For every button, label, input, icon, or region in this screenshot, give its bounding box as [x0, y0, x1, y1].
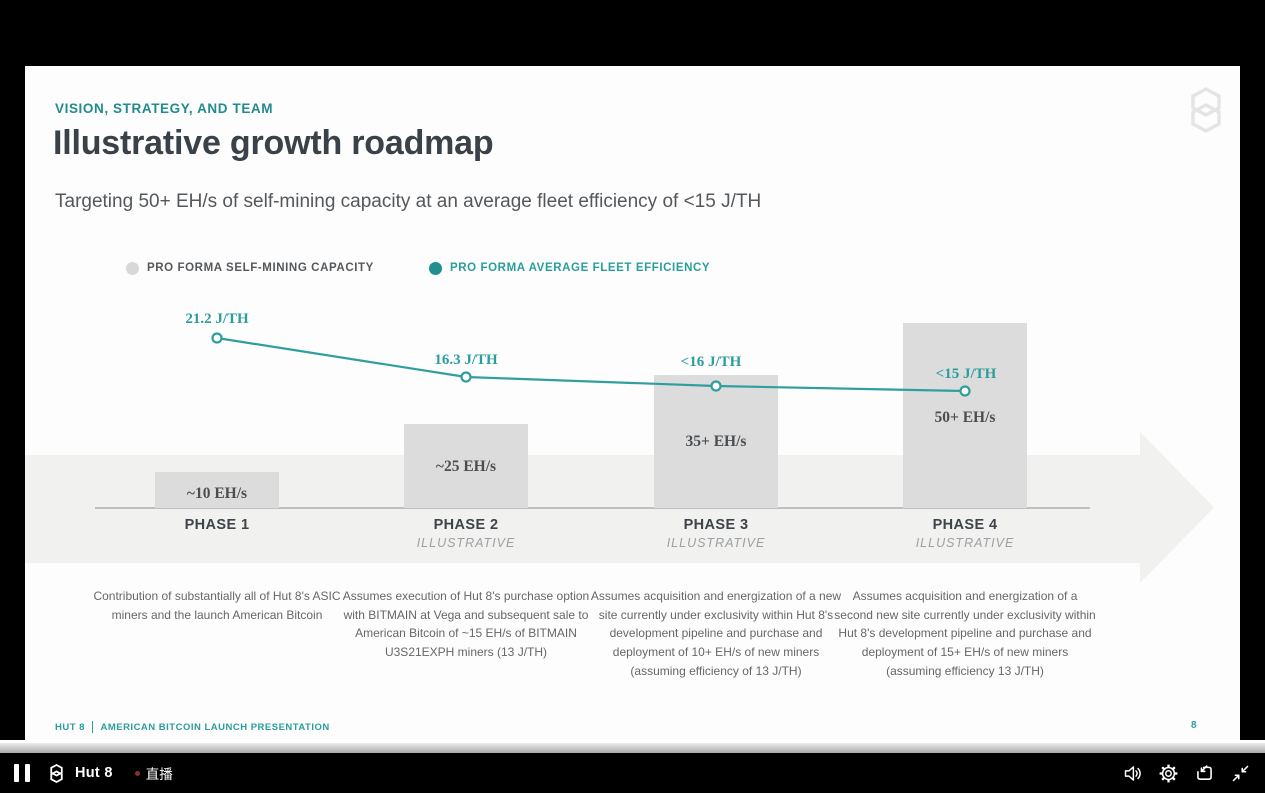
- live-label: 直播: [145, 767, 173, 782]
- legend-efficiency-label: PRO FORMA AVERAGE FLEET EFFICIENCY: [450, 262, 711, 274]
- line-marker-phase-2: [460, 371, 472, 383]
- pause-button[interactable]: [14, 764, 30, 782]
- bar-phase-3: [654, 375, 778, 508]
- volume-icon: [1124, 765, 1141, 781]
- slide-subtitle: Targeting 50+ EH/s of self-mining capaci…: [55, 191, 762, 212]
- phase-description: Assumes acquisition and energization of …: [590, 589, 842, 678]
- pause-icon: [25, 764, 30, 782]
- live-dot-icon: [134, 770, 140, 776]
- footer-brand: HUT 8: [55, 721, 85, 733]
- slide-page-number: 8: [1191, 720, 1197, 731]
- legend-capacity-dot-icon: [126, 262, 139, 275]
- arrow-band-head: [1140, 432, 1214, 583]
- control-bar-right: [1122, 763, 1251, 784]
- progress-bar-played[interactable]: [0, 740, 1265, 743]
- bar-value-label: 35+ EH/s: [685, 433, 747, 450]
- channel-name[interactable]: Hut 8: [75, 765, 113, 781]
- phase-name: PHASE 4: [932, 517, 998, 533]
- phase-description: Contribution of substantially all of Hut…: [93, 589, 341, 622]
- progress-bar-track[interactable]: [0, 742, 1265, 753]
- footer-separator: [91, 721, 94, 733]
- footer-doc-title: AMERICAN BITCOIN LAUNCH PRESENTATION: [100, 721, 330, 733]
- bar-phase-2: [404, 424, 528, 508]
- slide-eyebrow: VISION, STRATEGY, AND TEAM: [55, 101, 274, 116]
- video-surface-slide[interactable]: VISION, STRATEGY, AND TEAM Illustrative …: [25, 66, 1240, 753]
- phase-name: PHASE 3: [683, 517, 749, 533]
- line-marker-phase-1: [211, 332, 223, 344]
- slide-footer: HUT 8 AMERICAN BITCOIN LAUNCH PRESENTATI…: [55, 720, 330, 734]
- line-value-label: <15 J/TH: [935, 366, 997, 382]
- channel-avatar[interactable]: [48, 762, 65, 785]
- phase-qualifier: ILLUSTRATIVE: [666, 536, 766, 550]
- line-value-label: 16.3 J/TH: [434, 352, 498, 368]
- hut8-logo-icon: [50, 763, 63, 783]
- settings-button[interactable]: [1158, 763, 1179, 784]
- line-value-label: 21.2 J/TH: [185, 311, 249, 327]
- volume-button[interactable]: [1122, 763, 1143, 784]
- legend-efficiency-dot-icon: [429, 262, 442, 275]
- mini-player-icon: [1197, 764, 1212, 780]
- exit-fullscreen-icon: [1232, 765, 1249, 781]
- player-control-bar: Hut 8 直播: [0, 753, 1265, 793]
- phase-description: Assumes execution of Hut 8's purchase op…: [342, 589, 590, 660]
- exit-fullscreen-button[interactable]: [1230, 763, 1251, 784]
- legend-capacity-label: PRO FORMA SELF-MINING CAPACITY: [147, 262, 374, 274]
- phase-description: Assumes acquisition and energization of …: [834, 589, 1096, 678]
- bar-value-label: 50+ EH/s: [934, 409, 996, 426]
- miniplayer-button[interactable]: [1194, 763, 1215, 784]
- pause-icon: [14, 764, 19, 782]
- live-indicator: 直播: [134, 763, 173, 783]
- phase-qualifier: ILLUSTRATIVE: [416, 536, 516, 550]
- slide-title: Illustrative growth roadmap: [53, 124, 494, 162]
- phase-qualifier: ILLUSTRATIVE: [915, 536, 1015, 550]
- hut8-logo-icon: [1191, 87, 1221, 133]
- settings-gear-icon: [1159, 764, 1178, 782]
- line-value-label: <16 J/TH: [680, 354, 742, 370]
- phase-name: PHASE 2: [433, 517, 499, 533]
- bar-value-label: ~25 EH/s: [435, 458, 497, 475]
- chart-baseline: [95, 507, 1090, 509]
- bar-phase-1: [155, 472, 279, 508]
- bar-value-label: ~10 EH/s: [186, 485, 248, 502]
- phase-name: PHASE 1: [184, 517, 250, 533]
